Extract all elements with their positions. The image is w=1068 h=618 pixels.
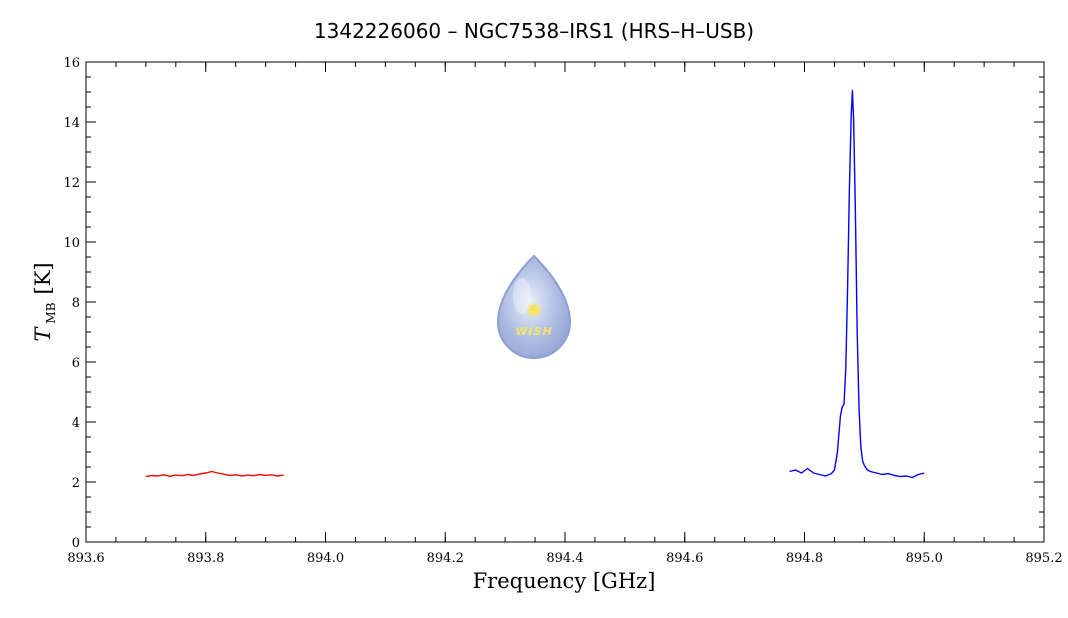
y-tick-label: 2 <box>72 476 80 491</box>
y-tick-label: 6 <box>72 356 80 371</box>
y-tick-label: 16 <box>63 56 80 71</box>
y-tick-label: 10 <box>63 236 80 251</box>
chart-title: 1342226060 – NGC7538–IRS1 (HRS–H–USB) <box>314 19 754 43</box>
x-tick-label: 894.6 <box>666 551 703 566</box>
logo-text: WISH <box>515 325 552 338</box>
y-axis-label-unit: [K] <box>31 262 55 294</box>
star-icon: ✸ <box>525 299 543 324</box>
x-tick-label: 894.4 <box>546 551 583 566</box>
y-axis-label: T MB [K] <box>31 262 59 341</box>
water-drop-icon <box>496 254 572 359</box>
x-tick-label: 893.6 <box>67 551 104 566</box>
y-tick-label: 8 <box>72 296 80 311</box>
x-tick-label: 895.2 <box>1025 551 1062 566</box>
y-tick-labels: 0 2 4 6 8 10 12 14 16 <box>63 56 80 551</box>
svg-text:T MB [K]: T MB [K] <box>31 262 59 341</box>
wish-logo: ✸ WISH <box>496 254 572 359</box>
x-tick-label: 894.8 <box>786 551 823 566</box>
x-axis-label: Frequency [GHz] <box>473 569 656 593</box>
x-tick-label: 894.2 <box>427 551 464 566</box>
y-tick-label: 4 <box>72 416 80 431</box>
y-axis-label-subscript: MB <box>44 302 58 323</box>
y-tick-label: 14 <box>63 116 80 131</box>
y-axis-label-symbol: T <box>31 326 55 342</box>
series-layer <box>145 89 925 479</box>
x-tick-labels: 893.6 893.8 894.0 894.2 894.4 894.6 894.8 895.0… <box>67 551 1062 566</box>
y-tick-label: 12 <box>63 176 80 191</box>
x-tick-label: 894.0 <box>307 551 344 566</box>
y-tick-label: 0 <box>72 536 80 551</box>
x-tick-label: 893.8 <box>187 551 224 566</box>
spectrum-series-line-1 <box>145 470 284 478</box>
tick-marks <box>85 61 1045 543</box>
x-tick-label: 895.0 <box>906 551 943 566</box>
spectrum-series-line-2 <box>789 89 925 479</box>
